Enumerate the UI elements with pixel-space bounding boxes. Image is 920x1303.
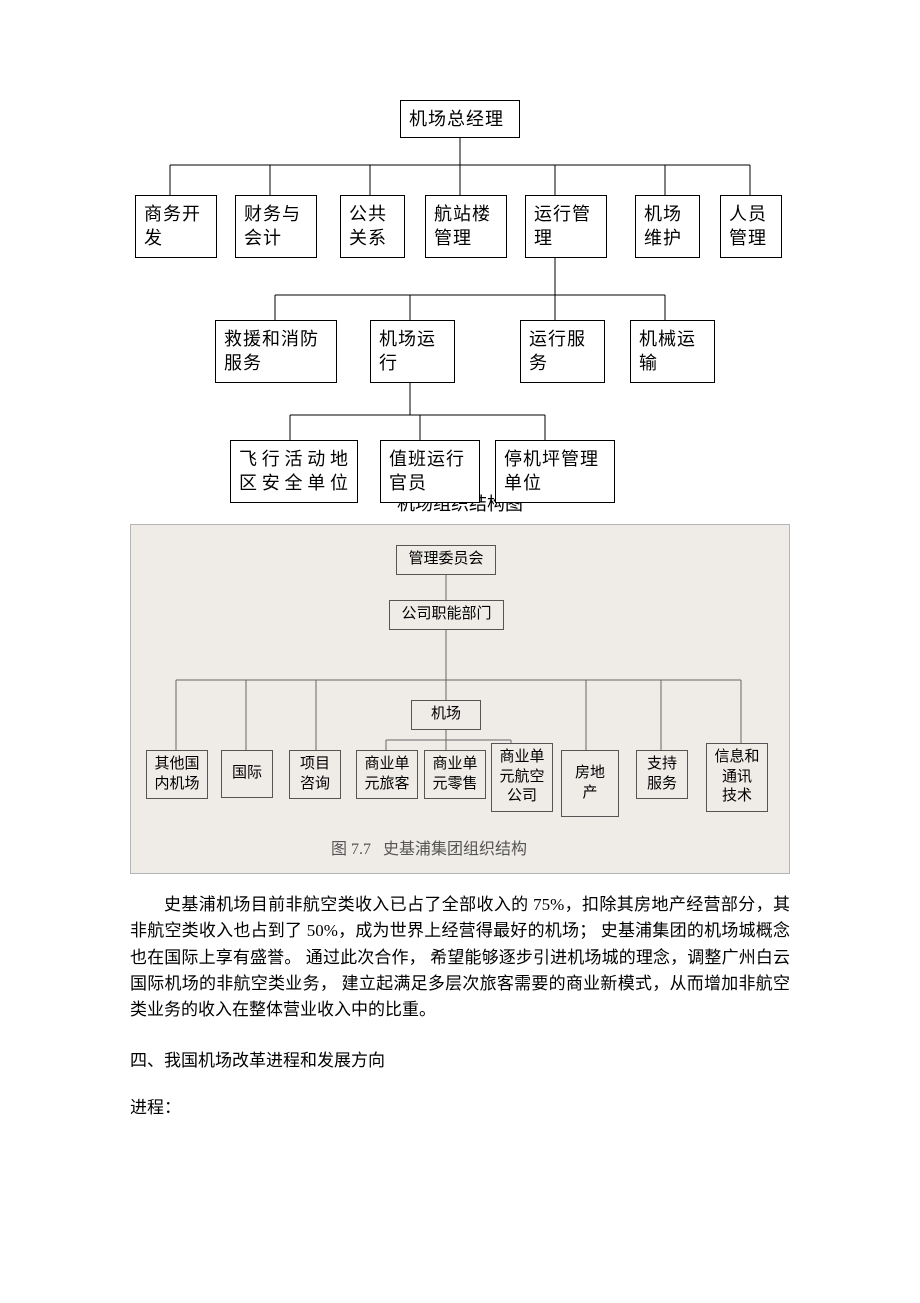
node-l3-0: 飞行活动地区安全单位 [230,440,358,503]
d2-leaf-7: 支持服务 [636,750,688,799]
d2-root: 管理委员会 [396,545,496,575]
node-l3-2: 停机坪管理单位 [495,440,615,503]
d2-caption: 图 7.7 史基浦集团组织结构 [331,835,527,859]
node-l2-3: 机械运输 [630,320,715,383]
node-l2-1: 机场运行 [370,320,455,383]
org-chart-2: 管理委员会 公司职能部门 机场 其他国内机场 国际 项目咨询 商业单元旅客 商业… [130,524,790,874]
d2-mid: 公司职能部门 [389,600,504,630]
org-chart-1: 机场总经理 商务开发 财务与会计 公共关系 航站楼管理 运行管理 机场维护 人员… [0,0,920,480]
node-l3-1: 值班运行官员 [380,440,480,503]
d2-leaf-1: 国际 [221,750,273,798]
node-l1-5: 机场维护 [635,195,700,258]
d2-leaf-6: 房地产 [561,750,619,817]
node-root: 机场总经理 [400,100,520,138]
node-l1-2: 公共关系 [340,195,405,258]
d2-center: 机场 [411,700,481,730]
section-heading-5: 进程： [130,1093,790,1118]
d2-leaf-5: 商业单元航空公司 [491,743,553,812]
d2-leaf-3: 商业单元旅客 [356,750,418,799]
node-l1-3: 航站楼管理 [425,195,507,258]
node-l2-2: 运行服务 [520,320,605,383]
d2-leaf-2: 项目咨询 [289,750,341,799]
node-l2-0: 救援和消防服务 [215,320,337,383]
d2-caption-text: 史基浦集团组织结构 [383,841,527,858]
node-l1-6: 人员管理 [720,195,782,258]
node-l1-0: 商务开发 [135,195,217,258]
node-l1-4: 运行管理 [525,195,607,258]
node-l1-1: 财务与会计 [235,195,317,258]
body-paragraph: 史基浦机场目前非航空类收入已占了全部收入的 75%，扣除其房地产经营部分，其非航… [130,892,790,1024]
d2-leaf-8: 信息和通讯技术 [706,743,768,812]
d2-leaf-4: 商业单元零售 [424,750,486,799]
section-heading-4: 四、我国机场改革进程和发展方向 [130,1046,790,1071]
d2-leaf-0: 其他国内机场 [146,750,208,799]
d2-caption-prefix: 图 7.7 [331,841,371,858]
